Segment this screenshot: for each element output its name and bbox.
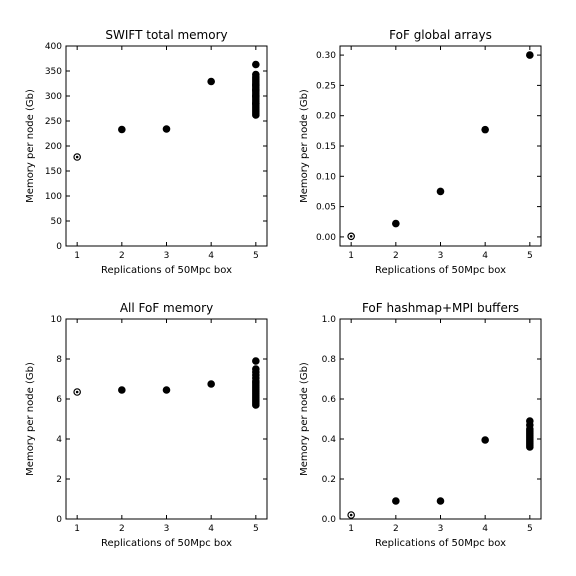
y-tick-label: 400 <box>45 42 62 52</box>
x-tick-label: 4 <box>482 524 488 534</box>
chart-title: FoF global arrays <box>389 28 492 42</box>
y-tick-label: 150 <box>45 167 62 177</box>
y-tick-label: 0.25 <box>316 81 336 91</box>
y-tick-label: 10 <box>51 315 63 325</box>
y-tick-label: 4 <box>56 435 62 445</box>
y-tick-label: 8 <box>56 355 62 365</box>
x-axis-label: Replications of 50Mpc box <box>101 265 232 276</box>
y-tick-label: 0.30 <box>316 51 336 61</box>
plot-frame <box>65 318 268 520</box>
y-axis-label: Memory per node (Gb) <box>25 362 36 476</box>
x-tick-label: 2 <box>119 251 125 261</box>
y-tick-label: 250 <box>45 117 62 127</box>
data-point <box>481 125 489 134</box>
y-tick-label: 0.4 <box>322 435 337 445</box>
data-point <box>436 187 445 196</box>
y-tick-label: 0.15 <box>316 142 336 152</box>
x-axis-label: Replications of 50Mpc box <box>375 538 506 549</box>
x-tick-label: 1 <box>74 251 80 261</box>
y-tick-label: 0.05 <box>316 203 336 213</box>
x-tick-label: 3 <box>438 251 444 261</box>
data-point <box>436 497 445 505</box>
y-axis-label: Memory per node (Gb) <box>25 89 36 203</box>
y-tick-label: 0.2 <box>322 475 336 485</box>
x-tick-label: 1 <box>74 524 80 534</box>
y-axis-label: Memory per node (Gb) <box>299 362 310 476</box>
x-tick-label: 4 <box>208 524 214 534</box>
data-point-center <box>75 390 79 394</box>
data-point <box>526 51 534 59</box>
chart-panel-2: FoF global arrays 1 2 3 4 5 0.00 0.05 0.10 0.15 0.… <box>299 28 542 276</box>
x-tick-label: 3 <box>164 251 170 261</box>
data-point <box>118 386 126 394</box>
data-point <box>252 92 260 100</box>
x-tick-label: 1 <box>348 524 354 534</box>
y-tick-label: 200 <box>45 142 62 152</box>
y-tick-label: 100 <box>45 192 62 202</box>
y-tick-label: 300 <box>45 92 62 102</box>
x-axis-label: Replications of 50Mpc box <box>101 538 232 549</box>
data-point <box>162 125 171 133</box>
y-tick-label: 350 <box>45 67 62 77</box>
plot-frame <box>339 318 542 520</box>
x-tick-label: 4 <box>482 251 488 261</box>
x-tick-label: 5 <box>527 251 533 261</box>
y-tick-label: 0.20 <box>316 112 336 122</box>
y-tick-label: 1.0 <box>322 315 337 325</box>
data-point <box>252 81 260 89</box>
chart-title: FoF hashmap+MPI buffers <box>362 301 519 315</box>
y-tick-label: 0 <box>56 515 62 525</box>
y-tick-label: 0.8 <box>322 355 337 365</box>
chart-title: SWIFT total memory <box>105 28 227 42</box>
y-axis-label: Memory per node (Gb) <box>299 89 310 203</box>
y-tick-label: 0.00 <box>316 233 336 243</box>
x-tick-label: 3 <box>164 524 170 534</box>
data-point <box>252 111 260 119</box>
plot-frame <box>65 45 268 247</box>
x-tick-label: 2 <box>393 524 399 534</box>
data-point <box>481 436 489 444</box>
chart-panel-4: FoF hashmap+MPI buffers 1 2 3 4 5 0.0 0.2 0.4 0.6… <box>299 301 542 549</box>
data-point-center <box>349 513 353 517</box>
chart-panel-3: All FoF memory 1 2 3 4 5 0 2 4 6 8 10 Replications o… <box>25 301 268 549</box>
data-point <box>252 60 260 69</box>
data-point <box>207 77 215 86</box>
x-tick-label: 2 <box>119 524 125 534</box>
x-tick-label: 5 <box>527 524 533 534</box>
data-point <box>118 125 126 134</box>
data-point <box>392 219 400 228</box>
data-point <box>392 497 400 505</box>
x-tick-label: 4 <box>208 251 214 261</box>
plot-frame <box>339 45 542 247</box>
y-tick-label: 0.6 <box>322 395 337 405</box>
y-tick-label: 50 <box>51 217 63 227</box>
x-axis-label: Replications of 50Mpc box <box>375 265 506 276</box>
y-tick-label: 2 <box>56 475 62 485</box>
x-tick-label: 2 <box>393 251 399 261</box>
y-tick-label: 0.10 <box>316 172 336 182</box>
x-tick-label: 5 <box>253 251 259 261</box>
data-point <box>207 380 215 388</box>
x-tick-label: 1 <box>348 251 354 261</box>
data-point <box>162 386 171 394</box>
data-point <box>252 357 260 365</box>
data-point <box>526 443 534 451</box>
chart-title: All FoF memory <box>120 301 213 315</box>
y-tick-label: 6 <box>56 395 62 405</box>
y-tick-label: 0 <box>56 242 62 252</box>
data-point-center <box>349 235 353 238</box>
data-point <box>252 401 260 409</box>
y-tick-label: 0.0 <box>322 515 337 525</box>
x-tick-label: 5 <box>253 524 259 534</box>
x-tick-label: 3 <box>438 524 444 534</box>
data-point <box>252 99 260 108</box>
data-point-center <box>75 155 79 159</box>
